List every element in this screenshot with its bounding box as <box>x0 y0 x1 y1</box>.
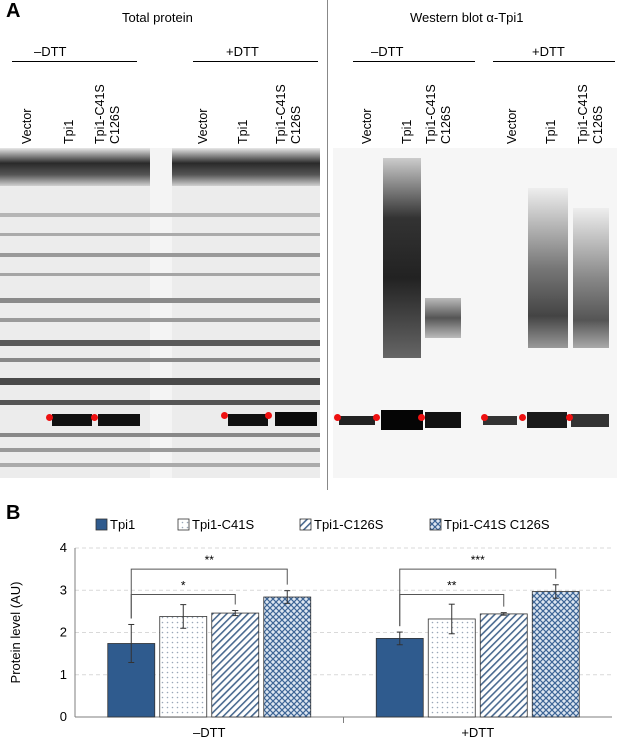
left-minus-dtt-rule <box>12 61 137 62</box>
lane-mutant-4: Tpi1-C41S C126S <box>576 84 605 144</box>
y-tick-label: 1 <box>60 667 67 682</box>
lane-mutant-3: Tpi1-C41S C126S <box>424 84 453 144</box>
bar-tpi1-c126s <box>211 612 260 718</box>
x-category-label: –DTT <box>193 725 226 740</box>
x-category-label: +DTT <box>461 725 494 740</box>
y-tick-label: 3 <box>60 582 67 597</box>
legend-swatch <box>299 518 312 531</box>
y-tick-label: 4 <box>60 540 67 555</box>
lane-mutant-1: Tpi1-C41S C126S <box>93 84 122 144</box>
marker-dot <box>481 414 488 421</box>
panel-b-letter: B <box>6 502 21 524</box>
lane-vector-2: Vector <box>196 108 210 144</box>
marker-dot <box>418 414 425 421</box>
significance-bracket <box>130 593 236 619</box>
y-tick-label: 0 <box>60 709 67 724</box>
marker-dot <box>265 412 272 419</box>
protein-level-bar-chart: Tpi1 Tpi1-C41S Tpi1-C126S Tpi1-C41S C126S 0… <box>8 517 612 740</box>
lane-tpi1-2: Tpi1 <box>236 119 250 144</box>
lane-vector-1: Vector <box>20 108 34 144</box>
total-protein-title: Total protein <box>122 10 193 25</box>
legend-swatch <box>95 518 108 531</box>
marker-dot <box>334 414 341 421</box>
y-tick-label: 2 <box>60 625 67 640</box>
lane-mutant-2: Tpi1-C41S C126S <box>274 84 303 144</box>
panel-a-divider <box>327 0 328 490</box>
left-plus-dtt-rule <box>193 61 318 62</box>
left-minus-dtt-label: –DTT <box>34 44 67 59</box>
lane-tpi1-3: Tpi1 <box>400 119 414 144</box>
significance-label: ** <box>447 578 457 592</box>
legend-label: Tpi1-C41S C126S <box>444 517 550 532</box>
significance-label: ** <box>205 553 215 567</box>
legend-swatch <box>429 518 442 531</box>
legend-label: Tpi1-C41S <box>192 517 254 532</box>
y-axis-title: Protein level (AU) <box>8 582 23 684</box>
total-protein-gel-image <box>0 148 320 478</box>
bar-tpi1-c126s <box>479 613 528 718</box>
right-plus-dtt-rule <box>493 61 615 62</box>
right-plus-dtt-label: +DTT <box>532 44 565 59</box>
legend-swatch <box>177 518 190 531</box>
significance-bracket <box>399 593 505 627</box>
bar-tpi1-c41s <box>159 616 208 718</box>
right-minus-dtt-label: –DTT <box>371 44 404 59</box>
western-blot-image <box>333 148 617 478</box>
bar-tpi1 <box>375 638 424 718</box>
significance-label: * <box>181 578 186 592</box>
bar-tpi1-c41s <box>427 618 476 718</box>
bar-tpi1-c41s-c126s <box>263 596 312 718</box>
marker-dot <box>566 414 573 421</box>
marker-dot <box>221 412 228 419</box>
significance-bracket <box>130 568 288 619</box>
bar-tpi1-c41s-c126s <box>531 591 580 718</box>
western-blot-title: Western blot α-Tpi1 <box>410 10 524 25</box>
lane-vector-3: Vector <box>360 108 374 144</box>
marker-dot <box>46 414 53 421</box>
marker-dot <box>519 414 526 421</box>
marker-dot <box>91 414 98 421</box>
lane-tpi1-1: Tpi1 <box>62 119 76 144</box>
lane-vector-4: Vector <box>505 108 519 144</box>
lane-tpi1-4: Tpi1 <box>544 119 558 144</box>
legend-label: Tpi1-C126S <box>314 517 384 532</box>
marker-dot <box>373 414 380 421</box>
left-plus-dtt-label: +DTT <box>226 44 259 59</box>
significance-label: *** <box>471 553 485 567</box>
legend-label: Tpi1 <box>110 517 135 532</box>
panel-a-letter: A <box>6 0 21 22</box>
right-minus-dtt-rule <box>353 61 475 62</box>
